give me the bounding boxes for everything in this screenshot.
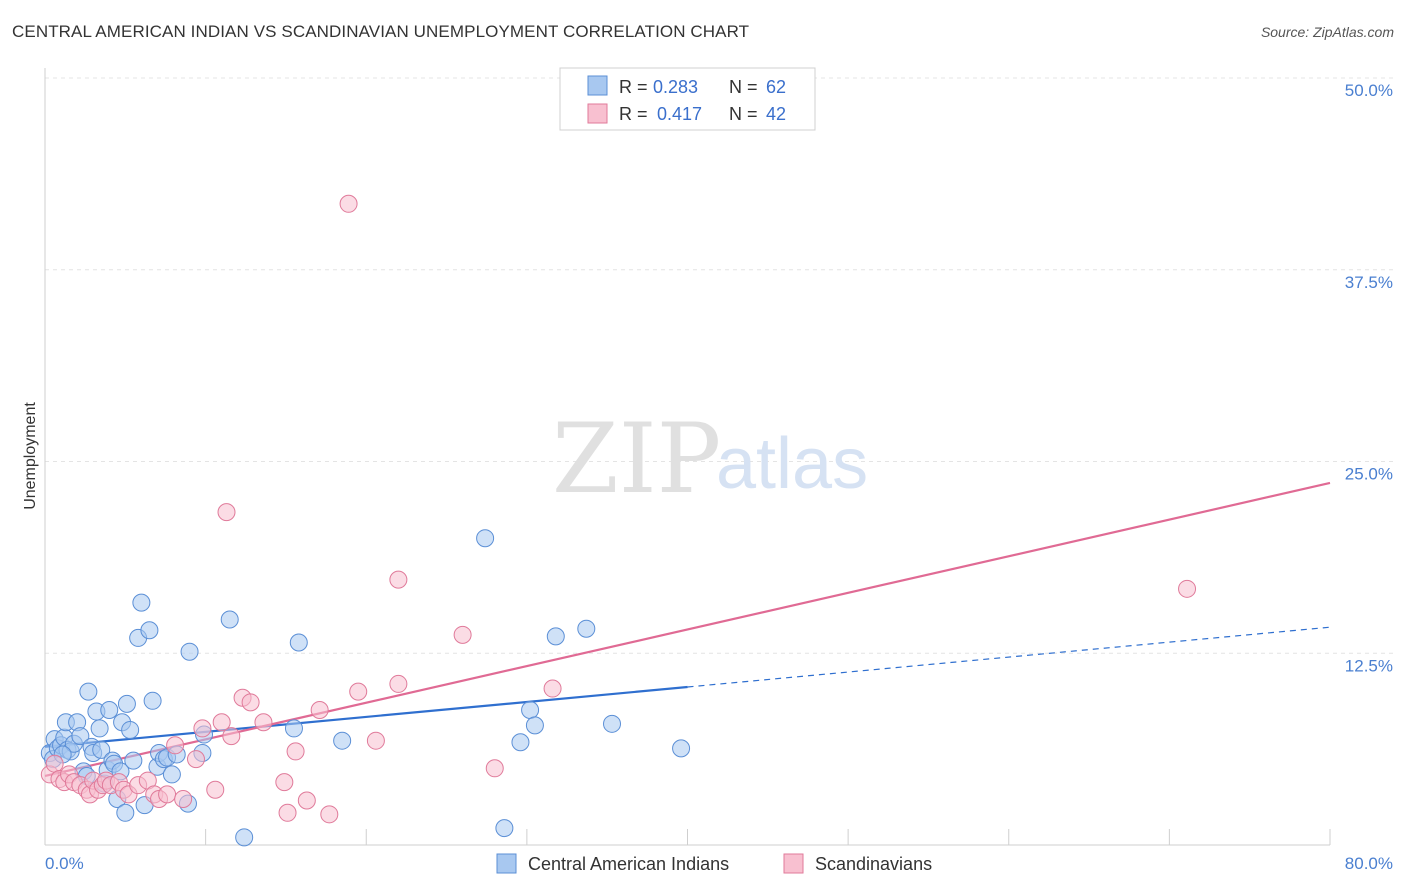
point-scandinavians bbox=[1178, 579, 1197, 598]
point-scandinavians bbox=[286, 742, 305, 761]
legend-bottom-swatch-blue bbox=[496, 853, 517, 874]
y-tick-label: 37.5% bbox=[1345, 273, 1393, 292]
trend-line-central-american-indians bbox=[44, 685, 688, 748]
point-scandinavians bbox=[485, 759, 504, 778]
point-scandinavians bbox=[186, 750, 205, 769]
point-scandinavians bbox=[453, 625, 472, 644]
legend-top-r-value-2: 0.417 bbox=[657, 104, 702, 124]
point-central-american-indians bbox=[162, 765, 181, 784]
legend-top-swatch-blue bbox=[587, 75, 608, 96]
point-scandinavians bbox=[158, 785, 177, 804]
point-scandinavians bbox=[254, 713, 273, 732]
point-scandinavians bbox=[241, 693, 260, 712]
y-axis-title: Unemployment bbox=[22, 402, 39, 510]
point-central-american-indians bbox=[79, 682, 98, 701]
y-tick-label: 50.0% bbox=[1345, 81, 1393, 100]
point-central-american-indians bbox=[124, 751, 143, 770]
point-scandinavians bbox=[349, 682, 368, 701]
legend-bottom: Central American Indians Scandinavians bbox=[496, 853, 932, 874]
chart-title: CENTRAL AMERICAN INDIAN VS SCANDINAVIAN … bbox=[12, 22, 750, 41]
point-scandinavians bbox=[212, 713, 231, 732]
y-tick-labels: 12.5% 25.0% 37.5% 50.0% bbox=[1345, 81, 1393, 675]
watermark: ZIP atlas bbox=[552, 403, 868, 515]
point-central-american-indians bbox=[140, 621, 159, 640]
source-label: Source: ZipAtlas.com bbox=[1260, 24, 1394, 40]
y-tick-label: 12.5% bbox=[1345, 656, 1393, 675]
point-scandinavians bbox=[297, 791, 316, 810]
legend-top-swatch-pink bbox=[587, 103, 608, 124]
point-central-american-indians bbox=[546, 627, 565, 646]
x-tick-label-max: 80.0% bbox=[1345, 854, 1393, 873]
legend-top-n-label-2: N = bbox=[729, 104, 758, 124]
point-central-american-indians bbox=[117, 694, 136, 713]
point-scandinavians bbox=[45, 754, 64, 773]
legend-bottom-label-blue: Central American Indians bbox=[528, 854, 729, 874]
scandinavians-points bbox=[40, 194, 1197, 824]
point-scandinavians bbox=[278, 803, 297, 822]
legend-top-n-value-2: 42 bbox=[766, 104, 786, 124]
point-scandinavians bbox=[166, 736, 185, 755]
point-scandinavians bbox=[320, 805, 339, 824]
point-central-american-indians bbox=[100, 701, 119, 720]
legend-top: R = 0.283 N = 62 R = 0.417 N = 42 bbox=[559, 67, 816, 131]
point-central-american-indians bbox=[521, 701, 540, 720]
point-scandinavians bbox=[366, 731, 385, 750]
point-scandinavians bbox=[543, 679, 562, 698]
point-central-american-indians bbox=[525, 716, 544, 735]
x-ticks bbox=[205, 829, 1331, 845]
point-central-american-indians bbox=[90, 719, 109, 738]
point-scandinavians bbox=[174, 789, 193, 808]
trend-line-central-american-indians-extension bbox=[687, 626, 1331, 688]
point-central-american-indians bbox=[333, 731, 352, 750]
legend-bottom-label-pink: Scandinavians bbox=[815, 854, 932, 874]
point-central-american-indians bbox=[603, 714, 622, 733]
watermark-zip: ZIP bbox=[552, 403, 721, 515]
point-central-american-indians bbox=[476, 529, 495, 548]
point-central-american-indians bbox=[284, 719, 303, 738]
point-central-american-indians bbox=[132, 593, 151, 612]
point-scandinavians bbox=[222, 727, 241, 746]
legend-top-r-label-1: R = bbox=[619, 77, 648, 97]
point-central-american-indians bbox=[511, 733, 530, 752]
point-scandinavians bbox=[275, 773, 294, 792]
point-central-american-indians bbox=[180, 642, 199, 661]
legend-top-r-label-2: R = bbox=[619, 104, 648, 124]
point-central-american-indians bbox=[672, 739, 691, 758]
legend-top-n-label-1: N = bbox=[729, 77, 758, 97]
point-scandinavians bbox=[217, 503, 236, 522]
point-central-american-indians bbox=[143, 691, 162, 710]
point-scandinavians bbox=[310, 701, 329, 720]
grid-lines bbox=[45, 77, 1393, 654]
legend-bottom-swatch-pink bbox=[783, 853, 804, 874]
x-tick-label-min: 0.0% bbox=[45, 854, 84, 873]
point-central-american-indians bbox=[116, 803, 135, 822]
point-central-american-indians bbox=[220, 610, 239, 629]
legend-top-n-value-1: 62 bbox=[766, 77, 786, 97]
watermark-atlas: atlas bbox=[716, 424, 868, 504]
point-scandinavians bbox=[389, 674, 408, 693]
point-central-american-indians bbox=[235, 828, 254, 847]
point-scandinavians bbox=[339, 194, 358, 213]
point-central-american-indians bbox=[92, 740, 111, 759]
point-central-american-indians bbox=[495, 819, 514, 838]
point-scandinavians bbox=[206, 780, 225, 799]
point-central-american-indians bbox=[121, 720, 140, 739]
point-scandinavians bbox=[193, 719, 212, 738]
point-central-american-indians bbox=[71, 727, 90, 746]
point-central-american-indians bbox=[289, 633, 308, 652]
legend-top-r-value-1: 0.283 bbox=[653, 77, 698, 97]
point-central-american-indians bbox=[577, 619, 596, 638]
point-scandinavians bbox=[389, 570, 408, 589]
y-tick-label: 25.0% bbox=[1345, 465, 1393, 484]
